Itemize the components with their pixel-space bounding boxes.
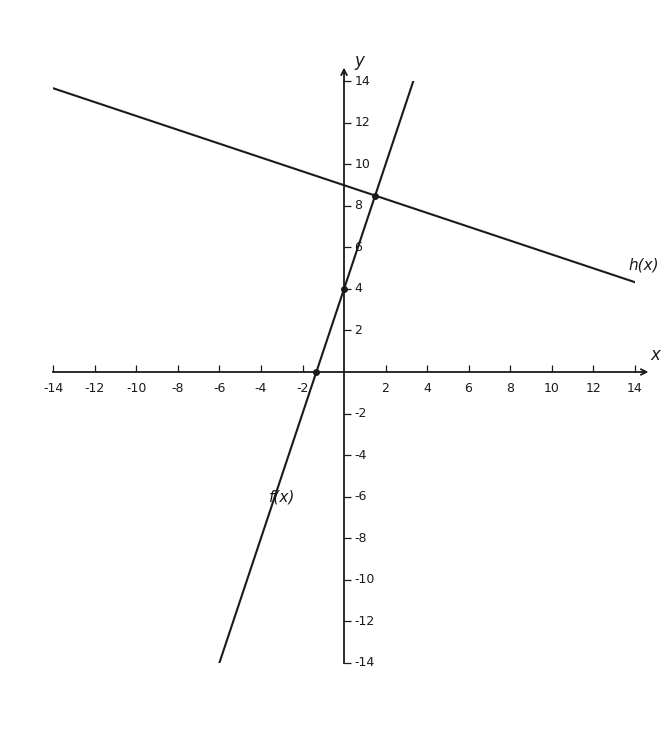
Text: -4: -4 <box>255 382 267 395</box>
Text: -14: -14 <box>43 382 63 395</box>
Text: 6: 6 <box>465 382 472 395</box>
Text: 4: 4 <box>423 382 431 395</box>
Text: 10: 10 <box>544 382 560 395</box>
Text: -8: -8 <box>172 382 184 395</box>
Text: 12: 12 <box>355 116 370 129</box>
Text: y: y <box>355 51 364 70</box>
Text: -12: -12 <box>355 615 375 628</box>
Text: 12: 12 <box>585 382 601 395</box>
Text: 8: 8 <box>506 382 514 395</box>
Text: 4: 4 <box>355 283 362 295</box>
Text: -10: -10 <box>126 382 147 395</box>
Text: -6: -6 <box>355 490 367 503</box>
Text: 8: 8 <box>355 199 363 213</box>
Text: 6: 6 <box>355 241 362 254</box>
Text: x: x <box>651 346 660 364</box>
Text: f(x): f(x) <box>269 489 295 504</box>
Text: 2: 2 <box>381 382 389 395</box>
Text: 2: 2 <box>355 324 362 337</box>
Text: 14: 14 <box>627 382 643 395</box>
Text: -10: -10 <box>355 573 375 586</box>
Text: 14: 14 <box>355 75 370 88</box>
Text: -2: -2 <box>355 407 367 420</box>
Text: -4: -4 <box>355 449 367 461</box>
Text: h(x): h(x) <box>629 257 659 272</box>
Text: 10: 10 <box>355 158 370 171</box>
Text: -12: -12 <box>85 382 105 395</box>
Text: -6: -6 <box>213 382 226 395</box>
Text: -14: -14 <box>355 656 375 669</box>
Text: -2: -2 <box>297 382 309 395</box>
Text: -8: -8 <box>355 531 367 545</box>
